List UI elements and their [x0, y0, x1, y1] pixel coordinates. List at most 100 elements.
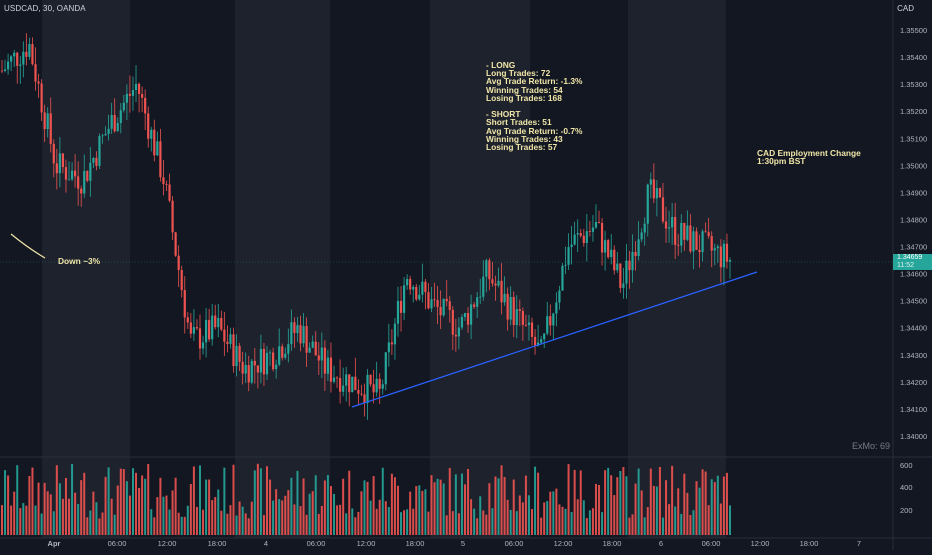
indicator-bar [241, 506, 244, 535]
indicator-bar [616, 477, 619, 535]
candle-body [454, 334, 457, 337]
indicator-bar [531, 509, 534, 535]
candle-body [308, 347, 311, 353]
candle-body [707, 232, 710, 237]
candle-body [52, 143, 55, 164]
candle-body [345, 374, 348, 386]
indicator-bar [409, 491, 412, 535]
candle-body [622, 283, 625, 288]
candle-body [119, 110, 122, 124]
candle-body [89, 162, 92, 181]
indicator-bar [174, 477, 177, 535]
indicator-bar [512, 479, 515, 535]
candle-body [220, 317, 223, 330]
indicator-bar [232, 464, 235, 535]
symbol-label[interactable]: USDCAD, 30, OANDA [4, 4, 86, 13]
candle-body [107, 128, 110, 135]
candle-body [445, 298, 448, 302]
indicator-bar [128, 495, 131, 535]
indicator-bar [707, 505, 710, 535]
candle-body [137, 83, 141, 95]
indicator-bar [433, 482, 436, 535]
candle-body [488, 260, 491, 280]
indicator-bar [83, 472, 86, 535]
indicator-bar [180, 516, 183, 535]
candle-body [55, 163, 58, 174]
indicator-bar [689, 515, 692, 535]
candle-body [372, 384, 375, 393]
indicator-bar [281, 500, 284, 535]
indicator-bar [518, 495, 521, 535]
candle-body [217, 317, 220, 328]
price-tick-label: 1.35200 [900, 107, 927, 116]
candle-body [287, 344, 290, 354]
indicator-bar [476, 518, 479, 535]
candle-body [335, 377, 339, 379]
candle-body [141, 94, 144, 98]
indicator-bar [229, 505, 232, 535]
indicator-bar [354, 517, 357, 535]
candle-body [558, 290, 561, 303]
candle-body [430, 299, 433, 309]
indicator-bar [28, 475, 31, 535]
down-annotation: Down ~3% [58, 256, 101, 266]
indicator-bar [692, 510, 695, 535]
indicator-bar [640, 490, 643, 535]
candle-body [131, 89, 135, 96]
candle-body [80, 188, 83, 194]
candle-body [494, 283, 497, 286]
candle-body [387, 342, 390, 353]
price-tick-label: 1.34400 [900, 324, 927, 333]
candle-body [95, 157, 98, 166]
indicator-bar [226, 513, 229, 535]
candle-body [448, 301, 451, 310]
indicator-bar [49, 494, 52, 535]
price-tick-label: 1.35400 [900, 53, 927, 62]
indicator-bar [375, 508, 378, 535]
indicator-bar [680, 513, 683, 535]
indicator-bar [494, 476, 497, 535]
indicator-bar [701, 469, 704, 535]
candle-body [406, 278, 409, 286]
event-line: 1:30pm BST [757, 156, 806, 167]
candle-body [667, 227, 671, 229]
stats-line: Avg Trade Return: -0.7% [486, 125, 583, 136]
indicator-bar [89, 510, 92, 535]
candle-body [646, 184, 649, 224]
candle-body [485, 260, 488, 277]
indicator-bar [439, 479, 442, 535]
indicator-bar [323, 480, 326, 535]
candle-body [375, 378, 378, 393]
indicator-bar [80, 480, 83, 535]
indicator-bar [503, 477, 506, 535]
indicator-label[interactable]: ExMo: 69 [852, 441, 891, 451]
indicator-bar [491, 508, 494, 535]
session-band [628, 0, 726, 538]
candle-body [296, 325, 299, 334]
candle-body [302, 326, 305, 344]
indicator-bar [546, 501, 549, 535]
time-tick-label: 12:00 [554, 539, 573, 548]
candle-body [351, 376, 354, 393]
indicator-bar [202, 509, 205, 535]
candle-body [293, 322, 296, 334]
candle-body [616, 263, 619, 271]
indicator-bar [235, 515, 238, 535]
time-tick-label: 06:00 [702, 539, 721, 548]
candle-body [530, 322, 534, 337]
indicator-bar [10, 505, 13, 535]
indicator-bar [393, 477, 396, 535]
candle-body [250, 360, 253, 383]
indicator-bar [19, 508, 22, 535]
indicator-bar [345, 513, 348, 535]
candle-body [247, 365, 250, 383]
candle-body [674, 217, 677, 245]
indicator-bar [463, 484, 466, 535]
candle-body [189, 322, 192, 334]
candle-body [235, 345, 238, 367]
price-tick-label: 1.34800 [900, 215, 927, 224]
indicator-bar [61, 498, 64, 535]
candle-body [34, 64, 37, 82]
